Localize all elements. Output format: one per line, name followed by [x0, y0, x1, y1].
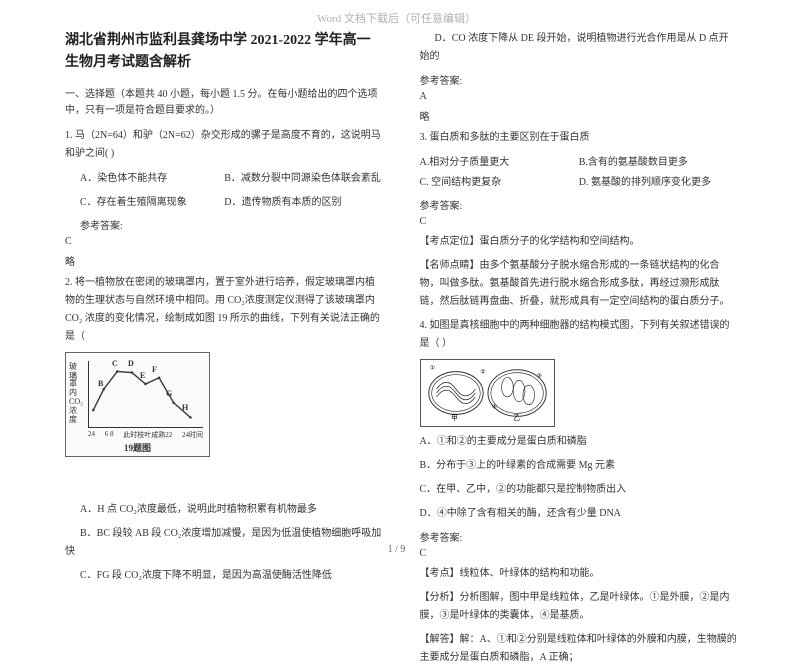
chart-pt-h: H — [182, 403, 188, 412]
q3-explain: 【名师点睛】由多个氨基酸分子脱水缩合形成的一条链状结构的化合物，叫做多肽。氨基酸… — [420, 257, 739, 311]
left-column: 湖北省荆州市监利县龚场中学 2021-2022 学年高一生物月考试题含解析 一、… — [55, 30, 402, 541]
chart-pt-f: F — [152, 365, 157, 374]
q3-opt-b: B.含有的氨基酸数目更多 — [579, 153, 738, 173]
q2-opt-d: D．CO 浓度下降从 DE 段开始，说明植物进行光合作用是从 D 点开始的 — [420, 30, 739, 66]
chart-pt-b: B — [98, 379, 103, 388]
q3-opt-a: A.相对分子质量更大 — [420, 153, 579, 173]
section-heading: 一、选择题（本题共 40 小题，每小题 1.5 分。在每小题给出的四个选项中，只… — [65, 87, 384, 119]
svg-text:甲: 甲 — [451, 414, 458, 422]
q2-answer: A — [420, 91, 739, 102]
q4-point: 【考点】线粒体、叶绿体的结构和功能。 — [420, 565, 739, 583]
q1-opt-d: D．遗传物质有本质的区别 — [224, 193, 383, 213]
q3-stem: 3. 蛋白质和多肽的主要区别在于蛋白质 — [420, 129, 739, 147]
chart-line-icon — [88, 361, 203, 428]
xtick: 6 8 — [105, 430, 114, 440]
q2-answer-label: 参考答案: — [420, 72, 739, 87]
svg-text:②: ② — [480, 369, 485, 376]
q3-opt-c: C. 空间结构更复杂 — [420, 173, 579, 193]
q1-answer: C — [65, 236, 384, 247]
q3-answer: C — [420, 216, 739, 227]
q2-opt-c: C．FG 段 CO₂浓度下降不明显，是因为高温使酶活性降低 — [65, 567, 384, 585]
q4-analysis: 【分析】分析图解，图中甲是线粒体，乙是叶绿体。①是外膜，②是内膜，③是叶绿体的类… — [420, 589, 739, 625]
q1-opt-b: B．减数分裂中同源染色体联会紊乱 — [224, 169, 383, 189]
q2-opt-b: B．BC 段较 AB 段 CO₂浓度增加减慢，是因为低温使植物细胞呼吸加快 — [65, 525, 384, 561]
q1-options-2: C．存在着生殖隔离现象 D．遗传物质有本质的区别 — [65, 193, 384, 213]
chart-pt-c: C — [112, 359, 118, 368]
q2-answer-note: 略 — [420, 108, 739, 123]
q2-stem: 2. 将一植物放在密闭的玻璃罩内，置于室外进行培养，假定玻璃罩内植物的生理状态与… — [65, 274, 384, 346]
q4-answer-label: 参考答案: — [420, 529, 739, 544]
q3-answer-label: 参考答案: — [420, 197, 739, 212]
chart-ylabel: 玻璃罩内 CO₂ 浓度 — [69, 363, 81, 425]
q2-chart: 玻璃罩内 CO₂ 浓度 B C D E F G H 24 — [65, 352, 210, 457]
q1-stem: 1. 马（2N=64）和驴（2N=62）杂交形成的骡子是高度不育的，这说明马和驴… — [65, 127, 384, 163]
q1-opt-c: C．存在着生殖隔离现象 — [65, 193, 224, 213]
cell-diagram-icon: 甲 乙 ① ② ③ ④ — [421, 360, 554, 426]
page-footer: 1 / 9 — [0, 544, 793, 555]
q4-opt-a: A．①和②的主要成分是蛋白质和磷脂 — [420, 433, 739, 451]
q4-solution: 【解答】解：A、①和②分别是线粒体和叶绿体的外膜和内膜，生物膜的主要成分是蛋白质… — [420, 631, 739, 667]
q4-opt-c: C．在甲、乙中，②的功能都只是控制物质出入 — [420, 481, 739, 499]
xtick: 24时间 — [182, 430, 203, 440]
svg-text:①: ① — [429, 365, 434, 372]
right-column: D．CO 浓度下降从 DE 段开始，说明植物进行光合作用是从 D 点开始的 参考… — [402, 30, 749, 541]
q3-options: A.相对分子质量更大 B.含有的氨基酸数目更多 C. 空间结构更复杂 D. 氨基… — [420, 153, 739, 193]
svg-text:乙: 乙 — [513, 414, 520, 422]
q1-opt-a: A．染色体不能共存 — [65, 169, 224, 189]
q1-answer-label: 参考答案: — [65, 217, 384, 232]
chart-pt-e: E — [140, 371, 145, 380]
q4-cell-diagram: 甲 乙 ① ② ③ ④ — [420, 359, 555, 427]
q4-stem: 4. 如图是真核细胞中的两种细胞器的结构模式图，下列有关叙述错误的是（ ） — [420, 317, 739, 353]
q2-opt-a: A．H 点 CO₂浓度最低，说明此时植物积累有机物最多 — [65, 501, 384, 519]
q1-answer-note: 略 — [65, 253, 384, 268]
q3-point: 【考点定位】蛋白质分子的化学结构和空间结构。 — [420, 233, 739, 251]
q4-opt-d: D．④中除了含有相关的酶，还含有少量 DNA — [420, 505, 739, 523]
q4-opt-b: B．分布于③上的叶绿素的合成需要 Mg 元素 — [420, 457, 739, 475]
spacer — [65, 465, 384, 501]
chart-pt-g: G — [166, 389, 172, 398]
chart-pt-d: D — [128, 359, 134, 368]
watermark-text: Word 文档下载后（可任意编辑） — [0, 10, 793, 26]
chart-caption: 19题图 — [66, 441, 209, 454]
q3-opt-d: D. 氨基酸的排列顺序变化更多 — [579, 173, 738, 193]
svg-text:③: ③ — [536, 372, 541, 379]
chart-xticks: 24 6 8 此时枝叶成熟22 24时间 — [88, 430, 203, 440]
xtick: 此时枝叶成熟22 — [123, 430, 172, 440]
svg-text:④: ④ — [491, 404, 496, 411]
q1-options: A．染色体不能共存 B．减数分裂中同源染色体联会紊乱 — [65, 169, 384, 189]
xtick: 24 — [88, 430, 95, 440]
chart-area: B C D E F G H — [88, 361, 203, 428]
doc-title: 湖北省荆州市监利县龚场中学 2021-2022 学年高一生物月考试题含解析 — [65, 30, 384, 75]
page-container: 湖北省荆州市监利县龚场中学 2021-2022 学年高一生物月考试题含解析 一、… — [0, 0, 793, 561]
